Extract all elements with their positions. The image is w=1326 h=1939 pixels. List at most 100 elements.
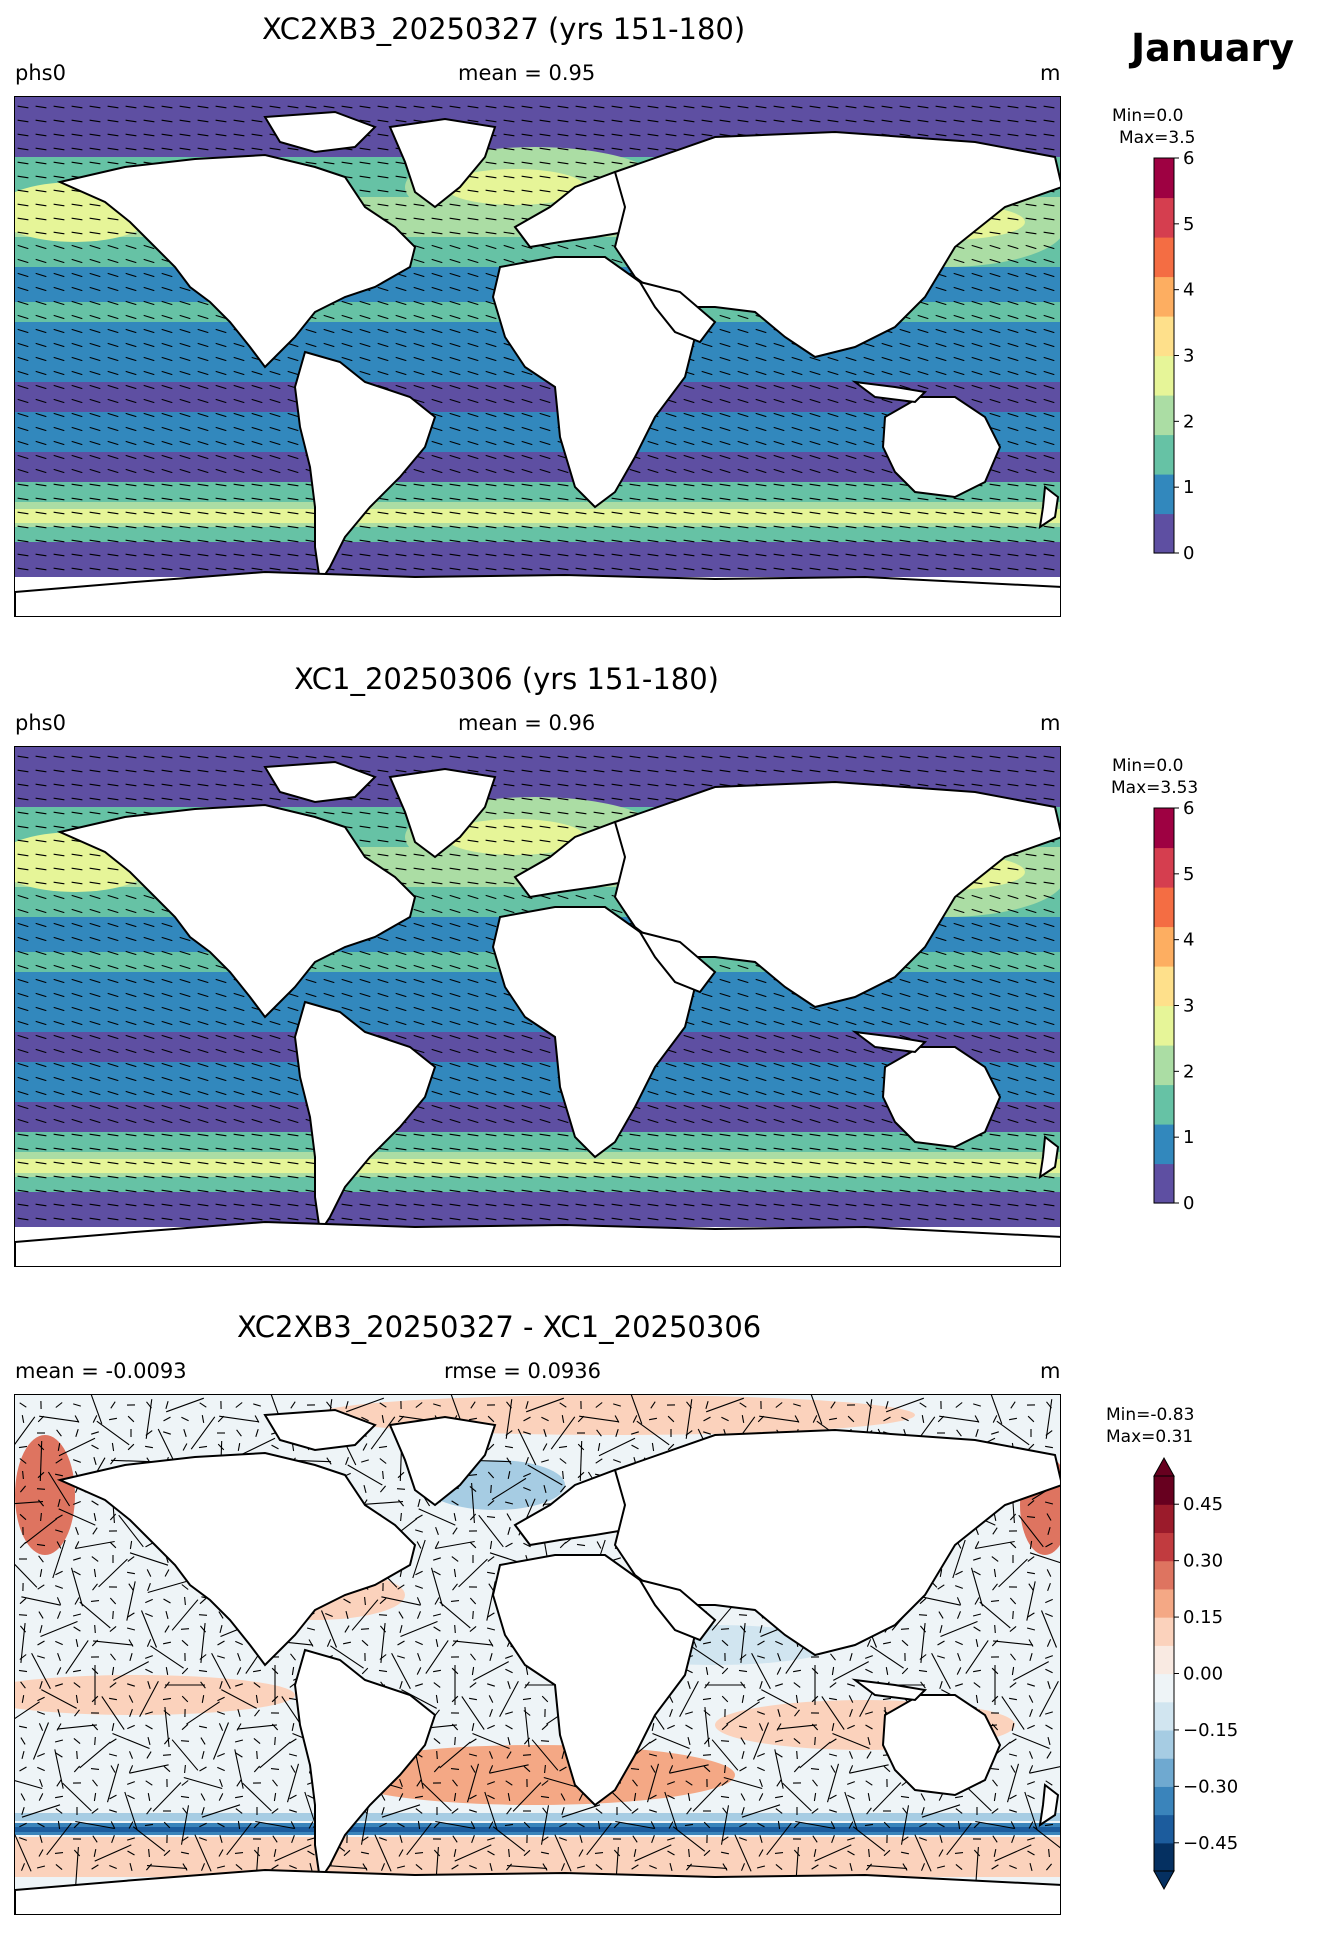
panel-1-colorbar-svg: 0 1 2 3 4 5 6: [1153, 148, 1194, 564]
panel-3-colorbar: −0.45 −0.30 −0.15 0.00 0.15 0.30 0.45: [1150, 1456, 1238, 1895]
panel-1-land-antarctica: [15, 570, 1060, 616]
panel-2-land-south-america: [293, 1000, 437, 1235]
colorbar-tick-label: 2: [1183, 1061, 1194, 1082]
colorbar-extend-max-arrow: [1153, 1456, 1175, 1477]
colorbar-segment: [1154, 887, 1174, 928]
panel-2-land-australia: [881, 1046, 1002, 1149]
panel-2-max-label: Max=3.53: [1111, 778, 1199, 798]
panel-3-units-label: m: [1040, 1359, 1061, 1383]
panel-3-mean-label: mean = -0.0093: [15, 1359, 187, 1383]
colorbar-segment: [1154, 1729, 1174, 1759]
panel-3-land-new-zealand: [1038, 1783, 1060, 1828]
panel-2-variable-label: phs0: [15, 711, 66, 735]
colorbar-tick-label: −0.30: [1183, 1776, 1238, 1797]
colorbar-segment: [1154, 1124, 1174, 1165]
panel-3-land-south-america: [293, 1648, 437, 1883]
colorbar-tick-label: 1: [1183, 1127, 1194, 1148]
panel-1-min-label: Min=0.0: [1112, 106, 1184, 126]
colorbar-tick-label: 0.45: [1183, 1494, 1223, 1515]
panel-1-land-australia: [881, 396, 1002, 499]
panel-3-land-indonesia: [851, 1678, 928, 1702]
panel-1-units-label: m: [1040, 61, 1061, 85]
colorbar-segment: [1154, 474, 1174, 515]
colorbar-tick-label: −0.45: [1183, 1833, 1238, 1854]
panel-2-land-africa: [491, 906, 697, 1159]
colorbar-segment: [1154, 1504, 1174, 1534]
colorbar-segment: [1154, 1560, 1174, 1590]
panel-1-map-svg: [15, 97, 1060, 616]
panel-3-land-africa: [491, 1554, 697, 1807]
panel-1-land-canadian-arctic-islands: [263, 110, 377, 154]
colorbar-segment: [1154, 1532, 1174, 1562]
colorbar-segment: [1154, 513, 1174, 554]
colorbar-segment: [1154, 1045, 1174, 1086]
colorbar-tick-label: 3: [1183, 996, 1194, 1017]
colorbar-segment: [1154, 1814, 1174, 1844]
colorbar-segment: [1154, 1476, 1174, 1505]
colorbar-tick-label: 5: [1183, 864, 1194, 885]
panel-3-map-svg: [15, 1395, 1060, 1914]
colorbar-segment: [1154, 237, 1174, 278]
colorbar-tick-label: 0: [1183, 1193, 1194, 1214]
colorbar-segment: [1154, 316, 1174, 357]
colorbar-segment: [1154, 1842, 1174, 1872]
colorbar-tick-label: 6: [1183, 148, 1194, 169]
colorbar-segment: [1154, 276, 1174, 317]
colorbar-segment: [1154, 1617, 1174, 1646]
panel-3-rmse-label: rmse = 0.0936: [444, 1359, 602, 1383]
panel-1-land-greenland: [388, 117, 497, 209]
panel-2-land-arabia: [637, 930, 717, 994]
panel-2-min-label: Min=0.0: [1112, 756, 1184, 776]
colorbar-tick-label: 1: [1183, 477, 1194, 498]
colorbar-segment: [1154, 1588, 1174, 1618]
colorbar-segment: [1154, 1673, 1174, 1703]
panel-2-map: [14, 746, 1061, 1267]
panel-2-colorbar: 0 1 2 3 4 5 6: [1150, 798, 1230, 1217]
colorbar-tick-label: 0.00: [1183, 1664, 1223, 1685]
panel-1-colorbar: 0 1 2 3 4 5 6: [1150, 148, 1230, 567]
colorbar-segment: [1154, 808, 1174, 849]
panel-3-land-antarctica: [15, 1868, 1060, 1914]
panel-2-land-indonesia: [851, 1030, 928, 1054]
colorbar-extend-min-arrow: [1153, 1870, 1175, 1891]
panel-1-land-indonesia: [851, 380, 928, 404]
colorbar-segment: [1154, 395, 1174, 436]
colorbar-tick-label: 0: [1183, 543, 1194, 564]
colorbar-segment: [1154, 1645, 1174, 1675]
colorbar-tick-label: −0.15: [1183, 1720, 1238, 1741]
panel-2-land-antarctica: [15, 1220, 1060, 1266]
panel-1-map: [14, 96, 1061, 617]
colorbar-segment: [1154, 1786, 1174, 1816]
panel-3-land-canadian-arctic-islands: [263, 1408, 377, 1452]
colorbar-segment: [1154, 434, 1174, 475]
panel-3-colorbar-svg: −0.45 −0.30 −0.15 0.00 0.15 0.30 0.45: [1153, 1456, 1238, 1891]
panel-2-units-label: m: [1040, 711, 1061, 735]
panel-1-land-north-america: [56, 153, 417, 369]
colorbar-tick-label: 2: [1183, 411, 1194, 432]
colorbar-segment: [1154, 355, 1174, 396]
panel-2-land-canadian-arctic-islands: [263, 760, 377, 804]
panel-2-colorbar-svg: 0 1 2 3 4 5 6: [1153, 798, 1194, 1214]
colorbar-segment: [1154, 1163, 1174, 1204]
month-label: January: [1131, 26, 1295, 70]
colorbar-segment: [1154, 1701, 1174, 1731]
colorbar-tick-label: 5: [1183, 214, 1194, 235]
panel-2-land-north-america: [56, 803, 417, 1019]
panel-1-title: XC2XB3_20250327 (yrs 151-180): [262, 12, 746, 46]
panel-3-title: XC2XB3_20250327 - XC1_20250306: [237, 1310, 762, 1344]
panel-2-land-new-zealand: [1038, 1135, 1060, 1180]
colorbar-tick-label: 0.30: [1183, 1551, 1223, 1572]
colorbar-segment: [1154, 1758, 1174, 1787]
colorbar-tick-label: 0.15: [1183, 1607, 1223, 1628]
panel-3-map: [14, 1394, 1061, 1915]
panel-3-land-arabia: [637, 1578, 717, 1642]
panel-2-title: XC1_20250306 (yrs 151-180): [294, 662, 719, 696]
colorbar-segment: [1154, 197, 1174, 238]
panel-1-land-new-zealand: [1038, 485, 1060, 530]
panel-1-land-africa: [491, 256, 697, 509]
panel-1-land-arabia: [637, 280, 717, 344]
colorbar-segment: [1154, 847, 1174, 888]
panel-2-map-svg: [15, 747, 1060, 1266]
colorbar-tick-label: 4: [1183, 280, 1194, 301]
panel-3-land-australia: [881, 1694, 1002, 1797]
